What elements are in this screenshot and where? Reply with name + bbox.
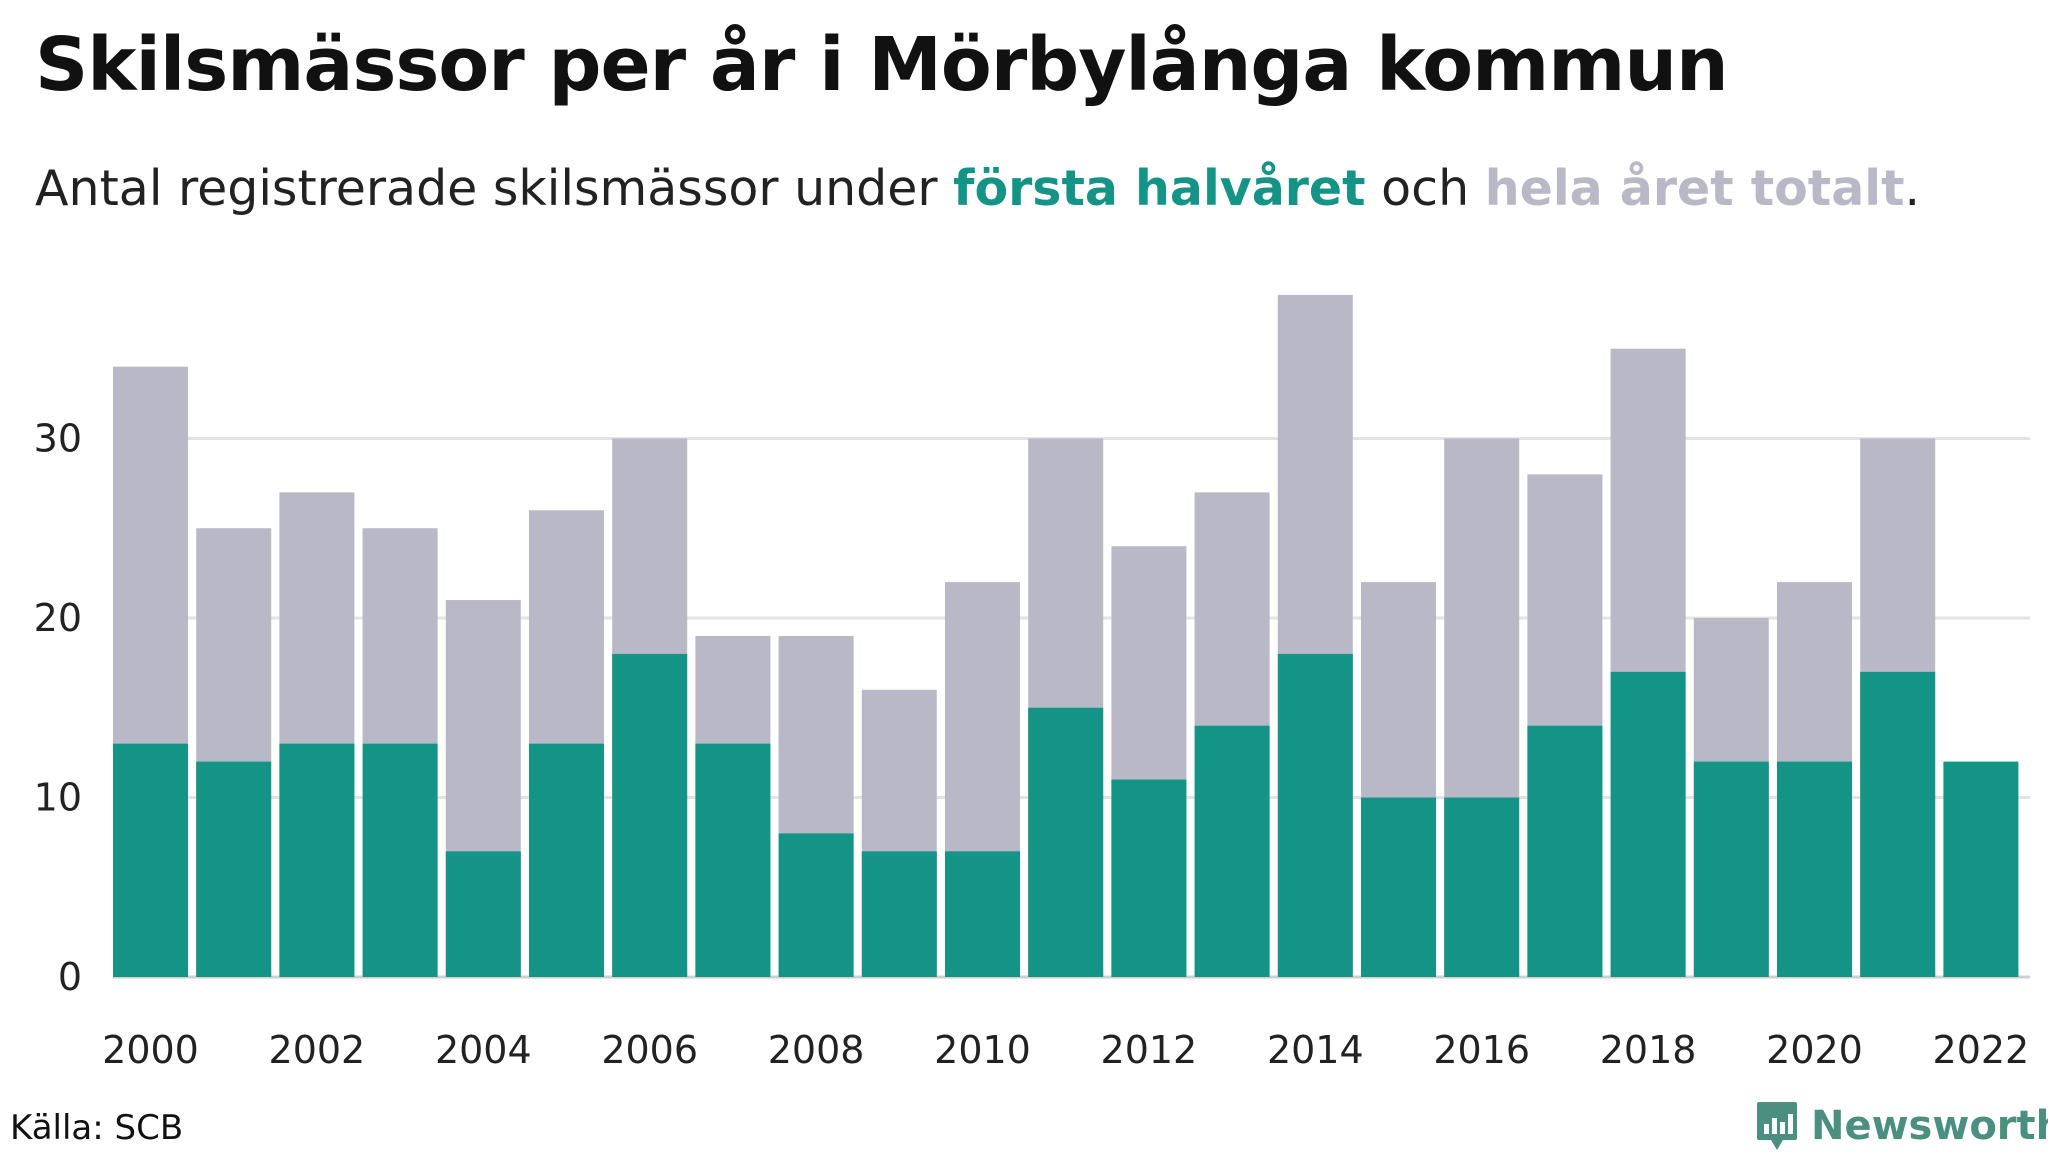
bar-chart-speech-bubble-icon xyxy=(1757,1102,1797,1150)
bar-first-half-2018 xyxy=(1610,671,1686,977)
y-tick-label: 20 xyxy=(34,596,82,640)
bar-first-half-2019 xyxy=(1693,761,1769,977)
y-axis-labels: 0 10 20 30 xyxy=(34,417,82,1000)
x-tick-label: 2018 xyxy=(1600,1028,1697,1072)
bar-first-half-2004 xyxy=(445,851,521,977)
subtitle-suffix: . xyxy=(1904,160,1921,217)
bar-first-half-2020 xyxy=(1777,761,1852,977)
y-tick-label: 10 xyxy=(34,776,82,820)
bar-first-half-2003 xyxy=(362,743,438,977)
bars xyxy=(113,294,2019,977)
bar-first-half-2017 xyxy=(1527,725,1603,977)
x-tick-label: 2012 xyxy=(1101,1028,1198,1072)
bar-first-half-2009 xyxy=(861,851,937,977)
x-tick-label: 2014 xyxy=(1267,1028,1364,1072)
bar-first-half-2001 xyxy=(196,761,272,977)
x-tick-label: 2002 xyxy=(269,1028,366,1072)
x-axis-labels: 2000 2002 2004 2006 2008 2010 2012 2014 2016 2018… xyxy=(102,1028,2029,1072)
x-tick-label: 2020 xyxy=(1766,1028,1863,1072)
bar-first-half-2012 xyxy=(1111,779,1187,977)
x-tick-label: 2000 xyxy=(102,1028,199,1072)
subtitle-prefix: Antal registrerade skilsmässor under xyxy=(35,160,954,217)
bar-first-half-2021 xyxy=(1860,671,1936,977)
bar-first-half-2015 xyxy=(1361,797,1436,977)
bar-first-half-2006 xyxy=(612,653,688,977)
bar-chart: 0 10 20 30 2000 2002 2004 2006 2008 2010 2012 2014… xyxy=(34,294,2030,1072)
bar-first-half-2022 xyxy=(1943,761,2019,977)
legend-first-half: första halvåret xyxy=(953,160,1366,217)
bar-first-half-2016 xyxy=(1444,797,1520,977)
newsworthy-logo: Newsworthy xyxy=(1755,1100,2048,1152)
bar-first-half-2014 xyxy=(1277,653,1353,977)
logo-text: Newsworthy xyxy=(1811,1103,2048,1149)
x-tick-label: 2006 xyxy=(601,1028,698,1072)
x-tick-label: 2010 xyxy=(934,1028,1031,1072)
chart-title: Skilsmässor per år i Mörbylånga kommun xyxy=(35,22,1729,108)
bar-first-half-2005 xyxy=(529,743,604,977)
y-tick-label: 30 xyxy=(34,417,82,461)
chart-subtitle: Antal registrerade skilsmässor under för… xyxy=(35,160,1920,217)
bar-first-half-2013 xyxy=(1194,725,1270,977)
bar-first-half-2011 xyxy=(1028,707,1104,977)
bar-first-half-2008 xyxy=(778,833,854,977)
x-tick-label: 2016 xyxy=(1433,1028,1530,1072)
x-tick-label: 2008 xyxy=(768,1028,865,1072)
x-tick-label: 2004 xyxy=(435,1028,532,1072)
bar-first-half-2002 xyxy=(279,743,355,977)
y-tick-label: 0 xyxy=(58,955,82,999)
x-tick-label: 2022 xyxy=(1933,1028,2030,1072)
legend-total: hela året totalt xyxy=(1484,160,1905,217)
subtitle-middle: och xyxy=(1365,160,1485,217)
bar-first-half-2010 xyxy=(945,851,1020,977)
bar-first-half-2007 xyxy=(695,743,771,977)
bar-first-half-2000 xyxy=(113,743,188,977)
source-credit: Källa: SCB xyxy=(10,1108,184,1148)
